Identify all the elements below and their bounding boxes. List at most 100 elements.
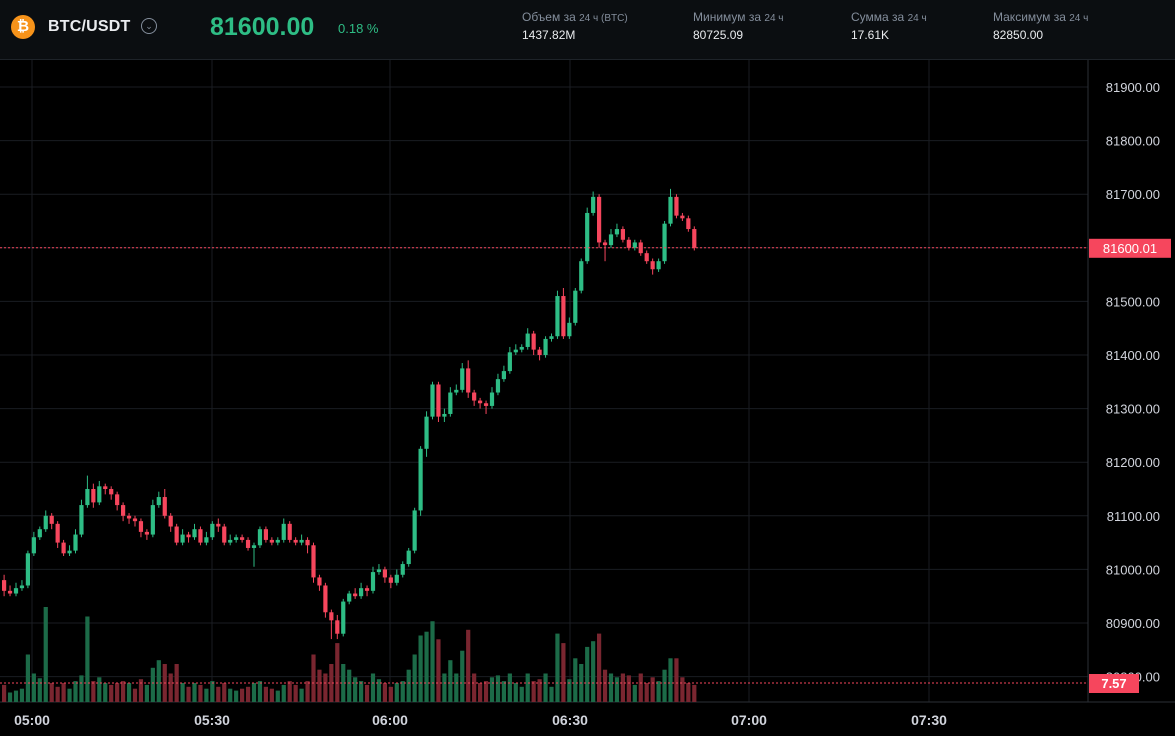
candle-body [281, 523, 286, 540]
candle-body [567, 322, 572, 337]
pair-name[interactable]: BTC/USDT [48, 18, 131, 35]
candle-body [579, 261, 584, 291]
candle-body [591, 196, 596, 213]
volume-bar [43, 607, 48, 702]
candle-body [216, 523, 221, 527]
candle-body [85, 489, 90, 506]
volume-bar [686, 683, 691, 702]
volume-bar [507, 673, 512, 702]
volume-bar [109, 684, 114, 702]
candle-body [674, 196, 679, 216]
volume-bar [13, 690, 19, 702]
candle-body [210, 523, 215, 538]
volume-bar [55, 686, 60, 702]
candle-body [305, 539, 310, 546]
volume-bar [364, 684, 370, 702]
volume-bar [263, 686, 268, 702]
volume-bar [132, 688, 138, 702]
candle-body [323, 585, 328, 613]
candle-body [382, 569, 387, 578]
volume-bar [424, 631, 429, 702]
candle-body [656, 261, 661, 270]
volume-bar [329, 664, 334, 702]
volume-bar [210, 681, 215, 702]
candle-body [454, 389, 459, 393]
stat-turnover-value: 17.61K [851, 28, 890, 42]
candle-body [317, 577, 322, 586]
price-tick-label: 80900.00 [1106, 616, 1160, 631]
candle-body [37, 529, 42, 538]
price-tick-label: 81300.00 [1106, 402, 1160, 417]
price-tick-label: 81900.00 [1106, 80, 1160, 95]
volume-bar [632, 684, 637, 702]
volume-bar [412, 654, 417, 702]
volume-bar [489, 677, 495, 702]
candle-body [97, 486, 102, 503]
candle-body [543, 338, 548, 355]
candle-body [168, 515, 173, 527]
candle-body [406, 550, 411, 565]
candle-body [614, 229, 620, 235]
candle-body [353, 593, 358, 597]
candle-body [287, 523, 292, 540]
volume-bar [7, 692, 13, 702]
stat-high-value: 82850.00 [993, 28, 1044, 42]
volume-bar [370, 673, 376, 702]
volume-bar [251, 683, 257, 702]
candle-body [668, 196, 673, 224]
candle-body [19, 585, 25, 589]
candle-body [121, 505, 126, 516]
volume-bar [293, 684, 298, 702]
volume-bar [483, 681, 489, 702]
volume-bar [567, 679, 572, 702]
stat-low-sub: 24 ч [764, 13, 784, 24]
candle-body [7, 590, 13, 594]
volume-bar [680, 677, 685, 702]
candle-body [43, 515, 48, 530]
candle-body [620, 229, 625, 240]
volume-bar [115, 683, 120, 702]
volume-bar [61, 683, 66, 702]
candle-body [228, 539, 233, 543]
candle-body [364, 588, 370, 591]
stat-volume-sub: 24 ч (BTC) [579, 13, 628, 24]
candle-body [329, 612, 334, 621]
volume-bar [585, 646, 590, 702]
volume-bar [561, 643, 566, 702]
candle-body [174, 526, 179, 543]
volume-bar [25, 654, 30, 702]
candle-body [460, 368, 465, 390]
volume-bar [662, 669, 667, 702]
volume-bar [638, 673, 643, 702]
volume-bar [305, 681, 310, 702]
candle-body [115, 494, 120, 506]
stat-turnover: Сумма за 24 ч 17.61K [851, 10, 927, 42]
volume-bar [591, 641, 596, 702]
candle-body [489, 392, 495, 406]
stat-volume: Объем за 24 ч (BTC) 1437.82M [522, 10, 628, 42]
volume-bar [406, 669, 411, 702]
volume-bar [245, 686, 251, 702]
candle-body [662, 223, 667, 262]
candle-body [424, 416, 429, 449]
candle-body [537, 349, 542, 355]
candle-body [686, 218, 691, 230]
time-tick-label: 06:30 [552, 712, 588, 728]
volume-bar [281, 684, 286, 702]
price-tick-label: 81500.00 [1106, 294, 1160, 309]
candle-body [299, 539, 304, 543]
volume-bar [311, 654, 316, 702]
volume-bar [376, 679, 382, 702]
candle-body [67, 550, 72, 554]
chevron-down-icon[interactable]: ⌄ [141, 18, 157, 34]
candle-body [561, 296, 566, 337]
candle-body [31, 537, 36, 554]
candlestick-chart[interactable]: 81900.0081800.0081700.0081600.0081500.00… [0, 60, 1175, 736]
bitcoin-icon: ₿ [11, 15, 35, 39]
volume-bar [608, 673, 614, 702]
candle-body [507, 352, 512, 372]
candle-body [49, 515, 54, 524]
candle-body [608, 234, 614, 246]
volume-bar [394, 683, 399, 702]
volume-bar [495, 675, 501, 702]
